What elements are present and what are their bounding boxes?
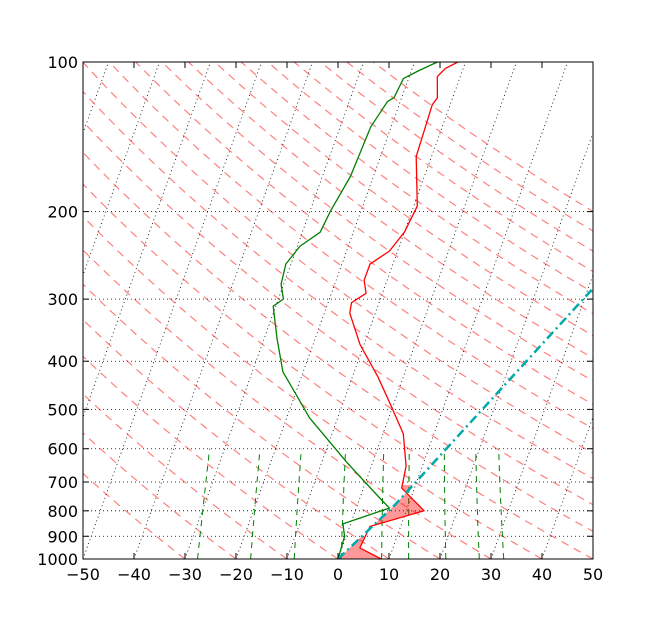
y-tick-label: 300 <box>47 290 78 309</box>
dry-adiabat-line <box>83 120 593 506</box>
x-tick-label: −20 <box>219 565 253 584</box>
temperature-line <box>349 62 459 559</box>
dry-adiabat-line <box>83 472 186 559</box>
isotherm-line <box>541 415 593 559</box>
y-tick-label: 200 <box>47 203 78 222</box>
isotherm-line <box>286 62 466 559</box>
y-tick-label: 1000 <box>37 550 78 569</box>
isotherm-line <box>592 557 593 559</box>
isotherm-line <box>337 62 517 559</box>
isotherm-line <box>83 62 211 419</box>
isotherm-line <box>644 62 658 559</box>
grid-layer <box>0 62 658 559</box>
profile-series <box>272 62 593 559</box>
dry-adiabat-line <box>83 151 593 533</box>
dry-adiabat-line <box>161 62 593 382</box>
x-tick-label: −10 <box>270 565 304 584</box>
dry-adiabat-line <box>83 90 593 480</box>
x-tick-label: 20 <box>430 565 450 584</box>
dry-adiabat-line <box>267 62 593 294</box>
isotherm-line <box>83 62 160 277</box>
mixing-ratio-line <box>443 448 447 559</box>
dry-adiabat-line <box>320 62 593 252</box>
cape-cin-shading <box>338 485 425 559</box>
mixing-ratio-line <box>498 448 505 559</box>
dry-adiabat-line <box>372 62 593 213</box>
isotherm-line <box>235 62 415 559</box>
isotherm-line <box>439 131 593 559</box>
isotherm-line <box>133 62 313 559</box>
dry-adiabat-line <box>83 62 593 454</box>
x-tick-label: −50 <box>66 565 100 584</box>
dry-adiabat-line <box>108 62 593 430</box>
mixing-ratio-line <box>381 448 385 559</box>
dry-adiabat-line <box>83 318 390 559</box>
mixing-ratio-line <box>408 448 410 559</box>
reference-lines <box>83 62 593 559</box>
dry-adiabat-line <box>83 183 593 559</box>
x-tick-label: 50 <box>583 565 603 584</box>
dry-adiabat-line <box>83 355 339 559</box>
x-tick-label: 0 <box>333 565 343 584</box>
y-tick-label: 600 <box>47 440 78 459</box>
x-tick-label: 40 <box>532 565 552 584</box>
dry-adiabat-line <box>135 62 593 406</box>
dry-adiabat-line <box>83 393 288 559</box>
mixing-ratio-line <box>293 448 302 559</box>
y-tick-label: 800 <box>47 502 78 521</box>
axes: −50 −40 −30 −20 −10 0 10 20 30 40 50 1000 900 800 700 6… <box>37 53 603 584</box>
y-tick-label: 400 <box>47 352 78 371</box>
y-tick-label: 100 <box>47 53 78 72</box>
plot-frame <box>82 61 594 560</box>
x-tick-label: −30 <box>168 565 202 584</box>
dry-adiabat-line <box>83 215 543 559</box>
dry-adiabat-line <box>83 283 441 559</box>
mixing-ratio-line <box>475 448 480 559</box>
x-tick-label: 30 <box>481 565 501 584</box>
mixing-ratio-line <box>250 448 261 559</box>
y-tick-label: 900 <box>47 527 78 546</box>
dewpoint-line <box>272 62 438 559</box>
dry-adiabat-line <box>240 62 593 315</box>
isotherm-line <box>0 62 7 559</box>
y-tick-label: 500 <box>47 400 78 419</box>
isotherm-line <box>83 62 262 559</box>
dry-adiabat-line <box>187 62 593 359</box>
dry-adiabat-line <box>83 432 237 559</box>
x-tick-label: −40 <box>117 565 151 584</box>
y-tick-label: 700 <box>47 473 78 492</box>
x-tick-label: 10 <box>379 565 399 584</box>
mixing-ratio-line <box>197 448 211 559</box>
parcel-line <box>337 286 593 559</box>
dry-adiabat-line <box>346 62 593 232</box>
isotherm-line <box>490 273 593 559</box>
